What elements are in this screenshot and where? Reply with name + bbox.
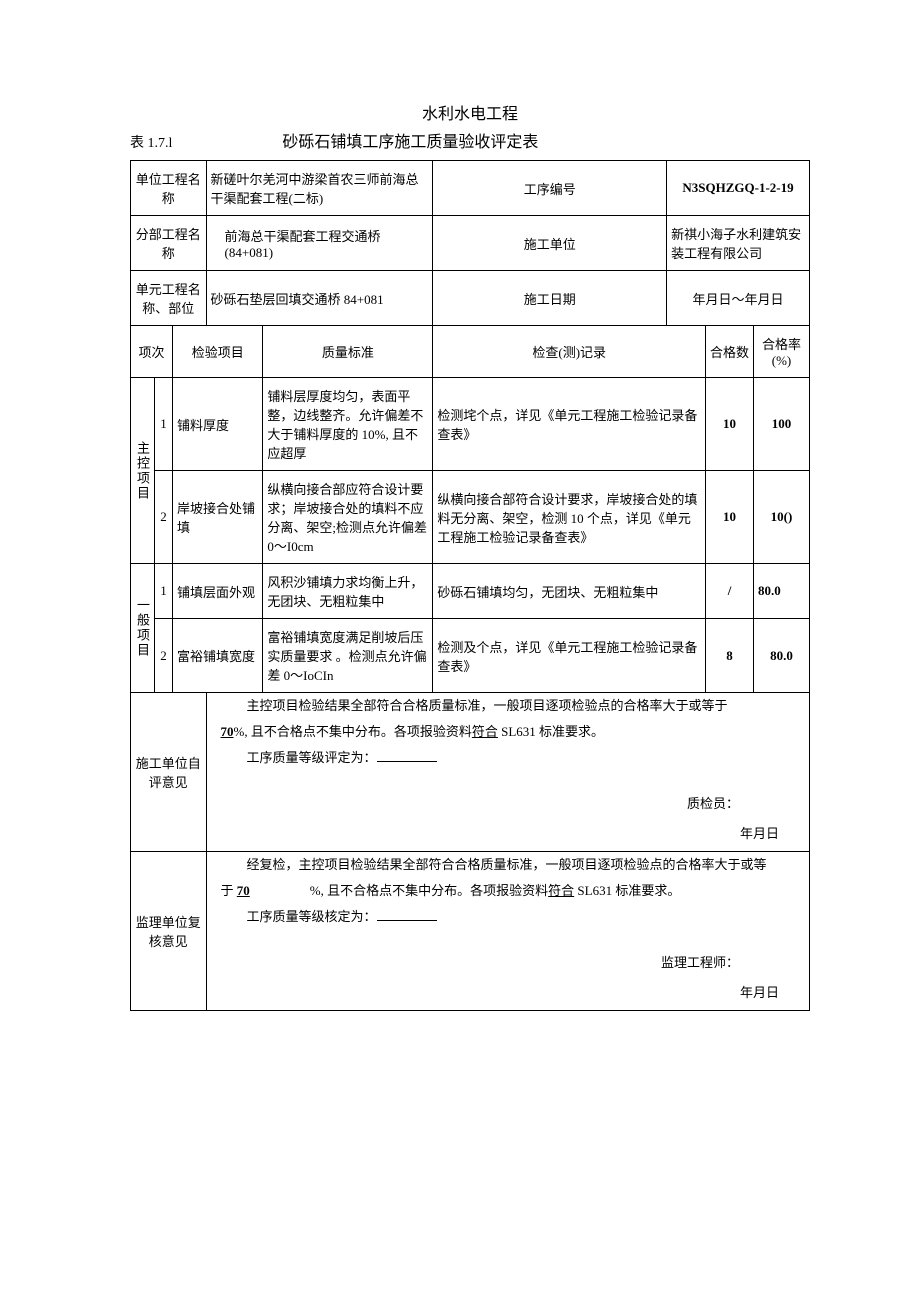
unit-part-label: 单元工程名称、部位	[131, 271, 207, 326]
row-rate: 100	[754, 378, 810, 471]
row-item: 铺料厚度	[173, 378, 263, 471]
column-header-row: 项次 检验项目 质量标准 检查(测)记录 合格数 合格率(%)	[131, 326, 810, 378]
self-opinion-row: 施工单位自评意见 主控项目检验结果全部符合合格质量标准，一般项目逐项检验点的合格…	[131, 693, 810, 852]
review-text-1b: 于	[221, 883, 237, 898]
review-date: 年月日	[221, 980, 799, 1006]
contractor-value: 新祺小海子水利建筑安装工程有限公司	[667, 216, 810, 271]
self-text-2: 工序质量等级评定为：	[247, 750, 377, 765]
table-row: 2 富裕铺填宽度 富裕铺填宽度满足削坡后压实质量要求 。检测点允许偏差 0～Io…	[131, 619, 810, 693]
col-item-no: 项次	[131, 326, 173, 378]
title-row: 表 1.7.l 砂砾石铺填工序施工质量验收评定表	[130, 128, 810, 152]
review-opinion-body: 经复检，主控项目检验结果全部符合合格质量标准，一般项目逐项检验点的合格率大于或等…	[206, 852, 809, 1011]
date-value: 年月日～年月日	[667, 271, 810, 326]
col-pass-count: 合格数	[706, 326, 754, 378]
self-text-1a: 主控项目检验结果全部符合合格质量标准，一般项目逐项检验点的合格率大于或等于	[247, 698, 728, 713]
row-std: 富裕铺填宽度满足削坡后压实质量要求 。检测点允许偏差 0～IoCIn	[263, 619, 433, 693]
table-label: 表 1.7.l	[130, 132, 172, 152]
header-row-1: 单位工程名称 新磋叶尔羌河中游梁首农三师前海总干渠配套工程(二标) 工序编号 N…	[131, 161, 810, 216]
row-count: /	[706, 564, 754, 619]
row-rate: 80.0	[754, 619, 810, 693]
row-no: 1	[155, 564, 173, 619]
unit-proj-label: 单位工程名称	[131, 161, 207, 216]
table-row: 一般项目 1 铺填层面外观 风积沙铺填力求均衡上升，无团块、无粗粒集中 砂砾石铺…	[131, 564, 810, 619]
row-no: 1	[155, 378, 173, 471]
evaluation-table: 单位工程名称 新磋叶尔羌河中游梁首农三师前海总干渠配套工程(二标) 工序编号 N…	[130, 160, 810, 1011]
section-general: 一般项目	[131, 564, 155, 693]
row-rec: 纵横向接合部符合设计要求，岸坡接合处的填料无分离、架空，检测 10 个点，详见《…	[433, 471, 706, 564]
unit-proj-value: 新磋叶尔羌河中游梁首农三师前海总干渠配套工程(二标)	[206, 161, 433, 216]
self-signature: 质检员：	[221, 791, 799, 817]
self-opinion-label: 施工单位自评意见	[131, 693, 207, 852]
header-row-3: 单元工程名称、部位 砂砾石垫层回填交通桥 84+081 施工日期 年月日～年月日	[131, 271, 810, 326]
row-std: 铺料层厚度均匀，表面平整，边线整齐。允许偏差不大于铺料厚度的 10%, 且不应超…	[263, 378, 433, 471]
row-count: 10	[706, 378, 754, 471]
section-main-ctrl: 主控项目	[131, 378, 155, 564]
review-text-1c: %, 且不合格点不集中分布。各项报验资料	[310, 883, 548, 898]
self-70: 70	[221, 724, 234, 739]
row-rec: 检测垞个点，详见《单元工程施工检验记录备查表》	[433, 378, 706, 471]
review-opinion-label: 监理单位复核意见	[131, 852, 207, 1011]
date-label: 施工日期	[433, 271, 667, 326]
seq-no-value: N3SQHZGQ-1-2-19	[667, 161, 810, 216]
row-std: 纵横向接合部应符合设计要求；岸坡接合处的填料不应分离、架空;检测点允许偏差 0～…	[263, 471, 433, 564]
review-conform: 符合	[548, 883, 574, 898]
review-signature: 监理工程师：	[221, 950, 799, 976]
unit-part-value: 砂砾石垫层回填交通桥 84+081	[206, 271, 433, 326]
self-text-1b: %, 且不合格点不集中分布。各项报验资料	[234, 724, 472, 739]
seq-no-label: 工序编号	[433, 161, 667, 216]
sub-proj-value: 前海总干渠配套工程交通桥 (84+081)	[206, 216, 433, 271]
review-text-1d: SL631 标准要求。	[574, 883, 680, 898]
col-pass-rate: 合格率(%)	[754, 326, 810, 378]
row-rec: 砂砾石铺填均匀，无团块、无粗粒集中	[433, 564, 706, 619]
row-item: 岸坡接合处铺填	[173, 471, 263, 564]
row-count: 8	[706, 619, 754, 693]
page-title-2: 砂砾石铺填工序施工质量验收评定表	[212, 128, 810, 152]
table-row: 主控项目 1 铺料厚度 铺料层厚度均匀，表面平整，边线整齐。允许偏差不大于铺料厚…	[131, 378, 810, 471]
row-no: 2	[155, 619, 173, 693]
header-row-2: 分部工程名称 前海总干渠配套工程交通桥 (84+081) 施工单位 新祺小海子水…	[131, 216, 810, 271]
col-check-item: 检验项目	[173, 326, 263, 378]
table-row: 2 岸坡接合处铺填 纵横向接合部应符合设计要求；岸坡接合处的填料不应分离、架空;…	[131, 471, 810, 564]
row-item: 铺填层面外观	[173, 564, 263, 619]
self-grade-blank	[377, 761, 437, 762]
self-conform: 符合	[472, 724, 498, 739]
row-count: 10	[706, 471, 754, 564]
col-quality-std: 质量标准	[263, 326, 433, 378]
review-text-1a: 经复检，主控项目检验结果全部符合合格质量标准，一般项目逐项检验点的合格率大于或等	[247, 857, 767, 872]
row-rec: 检测及个点，详见《单元工程施工检验记录备查表》	[433, 619, 706, 693]
self-text-1c: SL631 标准要求。	[498, 724, 604, 739]
sub-proj-label: 分部工程名称	[131, 216, 207, 271]
row-no: 2	[155, 471, 173, 564]
contractor-label: 施工单位	[433, 216, 667, 271]
row-std: 风积沙铺填力求均衡上升，无团块、无粗粒集中	[263, 564, 433, 619]
row-item: 富裕铺填宽度	[173, 619, 263, 693]
self-date: 年月日	[221, 821, 799, 847]
row-rate: 10()	[754, 471, 810, 564]
review-70: 70	[237, 883, 250, 898]
review-grade-blank	[377, 920, 437, 921]
review-text-2: 工序质量等级核定为：	[247, 909, 377, 924]
col-check-record: 检查(测)记录	[433, 326, 706, 378]
row-rate: 80.0	[754, 564, 810, 619]
self-opinion-body: 主控项目检验结果全部符合合格质量标准，一般项目逐项检验点的合格率大于或等于 70…	[206, 693, 809, 852]
page-title-1: 水利水电工程	[130, 100, 810, 124]
review-opinion-row: 监理单位复核意见 经复检，主控项目检验结果全部符合合格质量标准，一般项目逐项检验…	[131, 852, 810, 1011]
